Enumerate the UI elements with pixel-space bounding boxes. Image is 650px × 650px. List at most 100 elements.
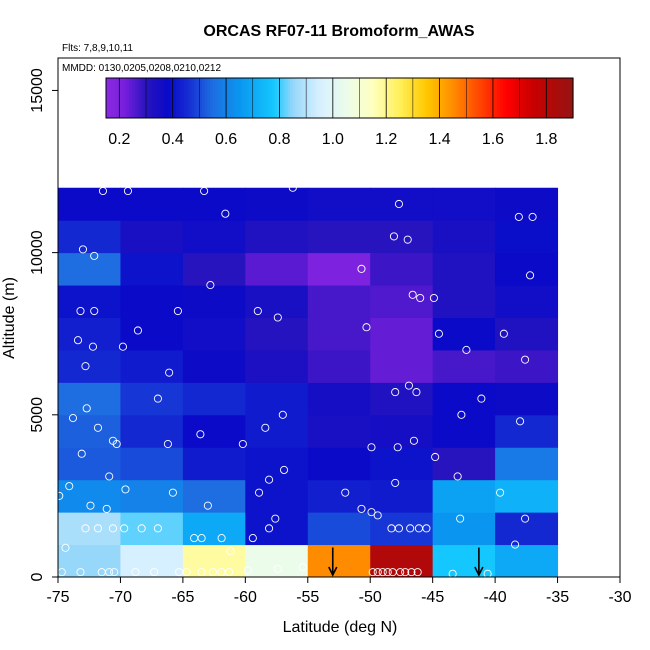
colorbar-swatch: [227, 78, 232, 118]
sample-point: [422, 524, 431, 533]
colorbar-swatch: [308, 78, 312, 118]
colorbar-swatch: [108, 78, 112, 118]
colorbar-swatch: [497, 78, 501, 118]
heatmap-cell: [182, 512, 246, 546]
colorbar-swatch: [451, 78, 455, 118]
heatmap-cell: [245, 479, 309, 513]
colorbar-swatch: [160, 78, 164, 118]
heatmap-cell: [432, 220, 496, 254]
colorbar-swatch: [126, 78, 130, 118]
heatmap-cell: [182, 414, 246, 448]
heatmap-cell: [120, 544, 184, 578]
sample-point: [273, 313, 282, 322]
heatmap-cell: [245, 349, 309, 383]
colorbar-swatch: [406, 78, 411, 118]
sample-point: [521, 514, 530, 523]
colorbar-swatch: [134, 78, 138, 118]
sample-point: [514, 212, 523, 221]
heatmap-cell: [120, 252, 184, 286]
heatmap-cell: [495, 252, 559, 286]
colorbar-swatch: [388, 78, 392, 118]
colorbar-swatch: [129, 78, 133, 118]
heatmap-cell: [432, 479, 496, 513]
colorbar-swatch: [339, 78, 343, 118]
colorbar-swatch: [370, 78, 374, 118]
colorbar-swatch: [334, 78, 338, 118]
colorbar-swatch: [505, 78, 509, 118]
heatmap-cell: [307, 349, 371, 383]
colorbar-swatch: [381, 78, 385, 118]
sample-point: [253, 306, 262, 316]
colorbar-frame: [105, 77, 574, 119]
colorbar-swatch: [155, 78, 159, 118]
heatmap-cell: [58, 382, 121, 416]
heatmap-cell: [495, 447, 559, 481]
y-tick-label: 10000: [29, 230, 46, 275]
heatmap-cell: [307, 252, 371, 286]
sample-point: [265, 475, 274, 484]
sample-point: [477, 394, 486, 403]
colorbar-swatch: [243, 78, 247, 118]
colorbar-swatch: [422, 78, 426, 118]
sample-point: [373, 568, 382, 577]
colorbar-swatch: [349, 78, 354, 118]
heatmap-cell: [307, 187, 371, 221]
colorbar-swatch: [495, 78, 499, 118]
sample-point: [90, 306, 99, 316]
heatmap-cell: [370, 317, 434, 351]
heatmap-cell: [58, 285, 121, 318]
colorbar-swatch: [279, 78, 284, 118]
colorbar-swatch: [409, 78, 413, 118]
colorbar-swatch: [189, 78, 193, 118]
colorbar-swatch: [321, 78, 325, 118]
colorbar-swatch: [106, 78, 110, 118]
heatmap-cell: [120, 285, 184, 318]
colorbar-swatch: [479, 78, 483, 118]
sample-point: [393, 443, 402, 452]
colorbar-tick-label: 1.6: [482, 131, 504, 148]
sample-point: [120, 524, 129, 533]
heatmap-cell: [307, 512, 371, 546]
colorbar-swatch: [560, 78, 564, 118]
heatmap-cell: [120, 512, 184, 546]
colorbar-swatch: [157, 78, 162, 118]
heatmap-cell: [245, 447, 309, 481]
sample-point: [265, 524, 274, 533]
colorbar-swatch: [500, 78, 504, 118]
colorbar-swatch: [435, 78, 439, 118]
heatmap-cell: [307, 447, 371, 481]
colorbar-swatch: [489, 78, 494, 118]
colorbar-swatch: [139, 78, 143, 118]
heatmap-cell: [120, 220, 184, 254]
flights-label: Flts: 7,8,9,10,11: [62, 43, 133, 54]
colorbar-swatch: [464, 78, 468, 118]
x-tick-label: -70: [109, 589, 132, 606]
heatmap-cell: [58, 187, 121, 221]
heatmap-cell: [58, 220, 121, 254]
sample-point: [404, 381, 413, 390]
y-tick-label: 15000: [29, 68, 46, 113]
heatmap-cell: [432, 382, 496, 416]
heatmap-cell: [307, 317, 371, 351]
heatmap-cell: [495, 544, 559, 578]
y-tick-label: 0: [29, 572, 46, 581]
heatmap-cell: [245, 252, 309, 286]
heatmap-cell: [245, 382, 309, 416]
heatmap-cell: [120, 317, 184, 351]
heatmap-cell: [432, 414, 496, 448]
colorbar-swatch: [277, 78, 281, 118]
colorbar-swatch: [536, 78, 540, 118]
colorbar-swatch: [352, 78, 356, 118]
heatmap-cell: [495, 220, 559, 254]
sample-point: [357, 264, 366, 273]
heatmap-cell: [58, 544, 121, 578]
heatmap-cell: [182, 447, 246, 481]
sample-point: [153, 524, 162, 533]
colorbar-swatch: [178, 78, 182, 118]
colorbar-swatch: [264, 78, 268, 118]
heatmap-cell: [370, 382, 434, 416]
sample-point: [367, 443, 376, 452]
heatmap-cell: [495, 382, 559, 416]
sample-point: [121, 485, 130, 494]
heatmap-cell: [432, 512, 496, 546]
